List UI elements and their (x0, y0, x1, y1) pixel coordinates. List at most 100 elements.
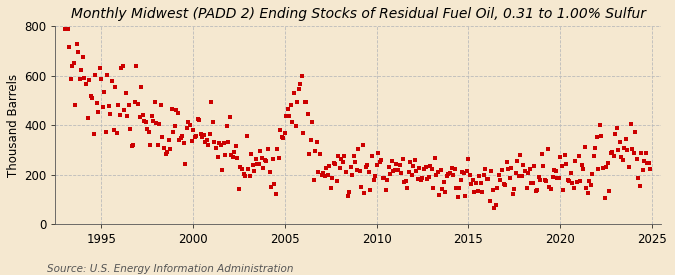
Point (85, 94, 96, 98)
Point (449, 167, 460, 171)
Point (266, 185, 277, 189)
Point (151, 120, 162, 125)
Point (641, 151, 651, 156)
Point (464, 173, 475, 177)
Point (585, 183, 596, 187)
Point (149, 100, 160, 104)
Point (365, 188, 376, 192)
Point (529, 164, 539, 169)
Point (454, 186, 464, 190)
Point (620, 137, 631, 141)
Point (339, 153, 350, 158)
Point (554, 176, 564, 180)
Point (406, 173, 417, 177)
Point (253, 162, 264, 167)
Point (443, 172, 454, 176)
Point (510, 170, 521, 175)
Point (95, 66, 105, 70)
Point (506, 166, 516, 170)
Point (362, 163, 373, 167)
Point (224, 115, 235, 120)
Point (229, 150, 240, 155)
Point (324, 164, 335, 168)
Point (130, 100, 140, 104)
Point (125, 127, 136, 132)
Point (331, 179, 342, 183)
Point (544, 185, 555, 189)
Point (535, 177, 545, 182)
Point (619, 145, 630, 150)
Point (561, 162, 572, 166)
Point (636, 150, 647, 155)
Point (515, 153, 526, 157)
Point (466, 182, 477, 186)
Point (498, 181, 509, 186)
Point (425, 164, 435, 169)
Point (524, 167, 535, 171)
Point (613, 148, 624, 152)
Point (593, 167, 604, 172)
Point (508, 191, 518, 196)
Point (469, 190, 480, 194)
Point (290, 123, 301, 128)
Point (189, 135, 200, 139)
Point (626, 147, 637, 152)
Point (526, 181, 537, 185)
Point (608, 153, 619, 158)
Point (549, 168, 560, 173)
Point (428, 186, 439, 190)
Point (521, 186, 532, 190)
Point (460, 194, 470, 198)
Point (603, 188, 614, 193)
Point (108, 128, 119, 132)
Point (614, 140, 625, 145)
Point (163, 137, 174, 142)
Point (397, 157, 408, 161)
Point (103, 104, 114, 108)
Point (166, 107, 177, 112)
Point (573, 153, 584, 158)
Point (249, 169, 260, 174)
Point (61, 27, 72, 31)
Point (448, 172, 458, 177)
Point (62, 27, 73, 31)
Point (404, 170, 414, 175)
Point (70, 103, 81, 107)
Point (194, 117, 205, 122)
Point (325, 186, 336, 190)
Point (264, 169, 275, 174)
Point (197, 135, 208, 140)
Point (367, 154, 377, 158)
Point (153, 143, 163, 148)
Point (642, 161, 653, 165)
Point (495, 178, 506, 182)
Point (138, 119, 149, 123)
Text: Source: U.S. Energy Information Administration: Source: U.S. Energy Information Administ… (47, 264, 294, 274)
Point (287, 120, 298, 125)
Point (298, 131, 308, 135)
Point (485, 198, 495, 203)
Point (555, 154, 566, 159)
Point (299, 99, 310, 104)
Point (336, 157, 347, 161)
Point (418, 167, 429, 171)
Point (232, 156, 243, 160)
Point (105, 112, 116, 116)
Point (439, 180, 450, 184)
Point (137, 112, 148, 117)
Point (284, 114, 295, 118)
Point (628, 151, 639, 155)
Point (205, 132, 215, 136)
Point (73, 50, 84, 55)
Point (241, 134, 252, 138)
Point (97, 105, 108, 109)
Point (186, 139, 197, 143)
Point (383, 165, 394, 169)
Point (567, 180, 578, 185)
Point (411, 169, 422, 174)
Point (583, 191, 593, 196)
Point (217, 168, 227, 172)
Point (470, 181, 481, 186)
Point (295, 82, 306, 86)
Point (576, 163, 587, 168)
